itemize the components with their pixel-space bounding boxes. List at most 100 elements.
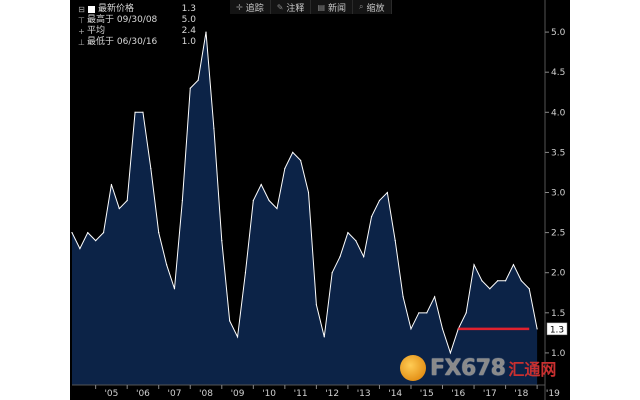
data-point — [520, 280, 522, 282]
x-tick-label: '16 — [451, 389, 465, 399]
legend-avg-label: 平均 — [87, 26, 106, 36]
data-point — [197, 79, 199, 81]
y-tick-label: 3.0 — [551, 189, 566, 199]
x-tick-label: '10 — [262, 389, 276, 399]
data-point — [489, 288, 491, 290]
data-point — [110, 183, 113, 186]
track-button[interactable]: ✛ 追踪 — [230, 0, 271, 14]
data-point — [481, 280, 483, 282]
data-point — [386, 191, 388, 194]
data-point — [315, 304, 317, 306]
data-point — [410, 328, 412, 330]
data-point — [284, 167, 286, 170]
x-tick-label: '07 — [168, 389, 182, 399]
data-point — [339, 256, 341, 258]
data-point — [355, 240, 357, 242]
legend-avg-value: 2.4 — [181, 26, 196, 36]
x-tick-label: '18 — [514, 389, 528, 399]
legend: ⊟ 最新价格 1.3 ⊤ 最高于 09/30/08 5.0 + 平均 2.4 ⊥ 最低于… — [76, 4, 196, 48]
data-point — [79, 248, 81, 250]
x-tick-label: '17 — [483, 389, 497, 399]
data-point — [394, 240, 396, 242]
legend-low-label: 最低于 06/30/16 — [87, 37, 158, 47]
data-point — [276, 207, 278, 210]
average-marker-icon: + — [78, 27, 85, 36]
data-point — [189, 87, 191, 89]
data-point — [229, 320, 231, 322]
chart-toolbar: ✛ 追踪 ✎ 注释 ▤ 新闻 ⌕ 缩放 — [230, 0, 392, 14]
data-point — [363, 256, 365, 258]
data-point — [221, 240, 223, 242]
data-point — [441, 328, 444, 330]
data-point — [473, 264, 475, 266]
data-point — [260, 183, 262, 186]
news-icon: ▤ — [317, 2, 325, 12]
data-point — [370, 215, 373, 218]
data-point — [150, 167, 152, 170]
data-point — [434, 296, 436, 298]
data-point — [331, 272, 333, 274]
data-point — [323, 336, 325, 338]
crosshair-icon: ✛ — [236, 2, 243, 12]
x-tick-label: '13 — [357, 389, 371, 399]
x-tick-label: '09 — [231, 389, 245, 399]
data-point — [166, 264, 168, 266]
data-point — [300, 159, 302, 162]
data-point — [418, 312, 420, 314]
data-point — [142, 111, 144, 113]
data-point — [236, 336, 239, 338]
news-button[interactable]: ▤ 新闻 — [311, 0, 354, 14]
x-tick-label: '05 — [104, 389, 118, 399]
y-tick-label: 2.5 — [551, 229, 565, 239]
high-marker-icon: ⊤ — [78, 16, 85, 25]
y-tick-label: 4.5 — [551, 68, 565, 78]
collapse-icon[interactable]: ⊟ — [78, 5, 85, 14]
data-point — [512, 264, 515, 266]
data-point — [213, 127, 215, 129]
data-point — [465, 312, 467, 314]
data-point — [268, 199, 270, 202]
legend-row-low: ⊥ 最低于 06/30/16 1.0 — [76, 37, 196, 48]
data-point — [205, 31, 207, 33]
pencil-icon: ✎ — [276, 2, 284, 12]
x-tick-label: '14 — [388, 389, 402, 399]
series-line — [71, 32, 538, 355]
magnifier-icon: ⌕ — [359, 2, 364, 11]
y-tick-label: 3.5 — [551, 148, 565, 158]
y-tick-label: 4.0 — [551, 108, 566, 118]
data-point — [71, 232, 73, 234]
low-marker-icon: ⊥ — [78, 38, 85, 47]
last-value-badge — [546, 322, 568, 336]
watermark-cn-text: 汇通网 — [508, 360, 557, 379]
data-point — [118, 207, 120, 210]
x-tick-label: '15 — [420, 389, 434, 399]
legend-row-high: ⊤ 最高于 09/30/08 5.0 — [76, 15, 196, 26]
legend-latest-value: 1.3 — [181, 4, 196, 14]
chart-frame: '05 '06 '07 '08 '09 '10 '11 '12 '13 '14 '15 '16 '17 '… — [70, 0, 570, 400]
news-button-label: 新闻 — [328, 3, 347, 14]
annotate-button[interactable]: ✎ 注释 — [271, 0, 312, 14]
area-fill — [72, 32, 538, 385]
legend-high-value: 5.0 — [181, 15, 196, 25]
data-point — [536, 328, 538, 330]
legend-row-avg: + 平均 2.4 — [76, 26, 196, 37]
y-tick-label: 2.0 — [551, 269, 566, 279]
legend-high-label: 最高于 09/30/08 — [87, 15, 158, 25]
data-point — [307, 191, 310, 194]
y-tick-label: 5.0 — [551, 28, 566, 38]
data-point — [181, 199, 183, 202]
watermark: FX678 汇通网 — [400, 352, 570, 384]
data-point — [87, 232, 89, 234]
data-point — [504, 280, 507, 282]
fx678-logo-icon — [400, 355, 426, 381]
data-point — [95, 240, 97, 242]
legend-latest-label: 最新价格 — [98, 4, 135, 14]
y-tick-label: 1.0 — [551, 349, 566, 359]
data-point — [173, 288, 176, 290]
x-tick-label: '19 — [546, 389, 560, 399]
series-swatch-icon — [88, 6, 95, 13]
x-tick-label: '12 — [325, 389, 339, 399]
data-point — [292, 151, 294, 153]
zoom-button[interactable]: ⌕ 缩放 — [353, 0, 392, 14]
data-point — [126, 199, 128, 202]
